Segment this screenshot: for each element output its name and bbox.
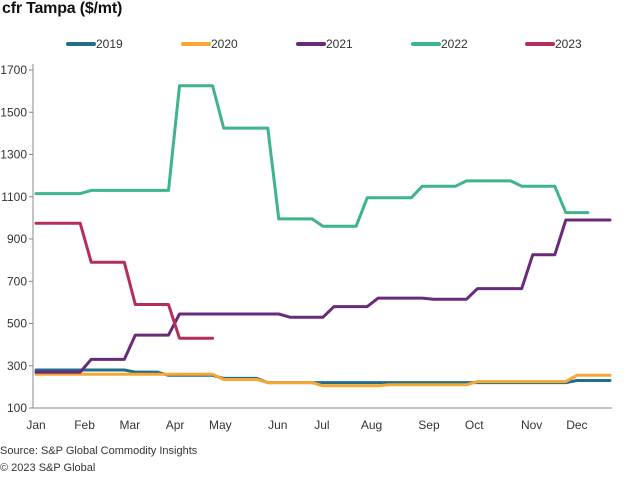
y-tick-label: 300	[7, 359, 27, 373]
x-tick-label: Apr	[166, 418, 185, 432]
x-tick-label: Dec	[566, 418, 587, 432]
x-tick-label: Sep	[418, 418, 440, 432]
series-line-2021	[34, 218, 612, 374]
y-tick-label: 700	[7, 274, 27, 288]
legend-label-2023: 2023	[555, 37, 582, 51]
x-tick-label: Oct	[465, 418, 484, 432]
legend-label-2020: 2020	[211, 37, 238, 51]
y-tick-label: 1500	[0, 105, 27, 119]
legend: 2019 2020 2021 2022 2023	[66, 37, 582, 51]
y-axis: 100 300 500 700 900 1100 1300 1500 1700	[0, 63, 34, 415]
x-tick-label: May	[209, 418, 232, 432]
x-tick-label: Mar	[119, 418, 140, 432]
line-chart: 2019 2020 2021 2022 2023 100 300 500 700 900 1100…	[0, 37, 612, 432]
x-tick-label: Jul	[314, 418, 329, 432]
y-tick-label: 1300	[0, 148, 27, 162]
y-tick-label: 1700	[0, 63, 27, 77]
x-tick-label: Jan	[26, 418, 45, 432]
y-tick-label: 500	[7, 317, 27, 331]
series-line-2023	[34, 221, 215, 340]
y-tick-label: 1100	[1, 190, 27, 204]
series-line-2020	[34, 372, 612, 388]
legend-label-2021: 2021	[326, 37, 353, 51]
series-line-2022	[34, 84, 590, 228]
legend-label-2022: 2022	[441, 37, 468, 51]
x-tick-label: Nov	[521, 418, 542, 432]
x-tick-label: Aug	[361, 418, 382, 432]
legend-label-2019: 2019	[96, 37, 123, 51]
y-tick-label: 900	[7, 232, 27, 246]
y-tick-label: 100	[7, 401, 27, 415]
x-tick-label: Feb	[74, 418, 95, 432]
x-tick-label: Jun	[268, 418, 287, 432]
series-lines	[34, 84, 612, 388]
x-axis: Jan Feb Mar Apr May Jun Jul Aug Sep Oct Nov Dec	[26, 407, 612, 432]
chart-title: cfr Tampa ($/mt)	[2, 0, 123, 17]
source-note: Source: S&P Global Commodity Insights	[0, 445, 198, 457]
copyright-note: © 2023 S&P Global	[0, 462, 96, 474]
